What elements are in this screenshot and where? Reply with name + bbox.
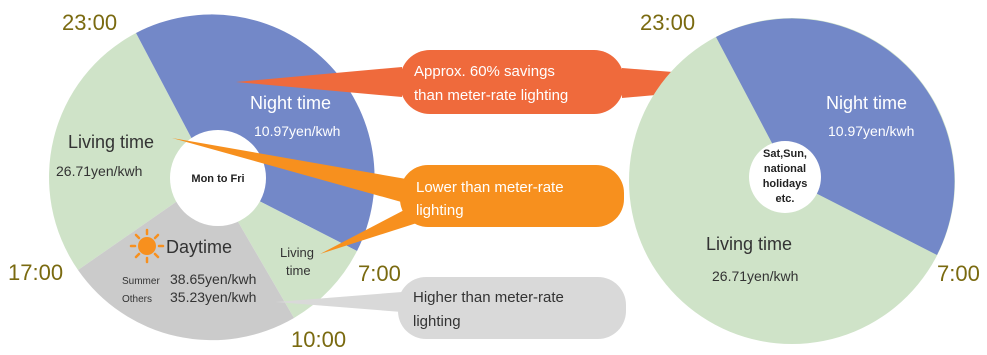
lower-bubble	[400, 165, 624, 227]
weekday-hour-17: 17:00	[8, 260, 63, 285]
lower-text-1: Lower than meter-rate	[416, 179, 564, 196]
weekday-daytime-label: Daytime	[166, 237, 232, 257]
savings-text-1: Approx. 60% savings	[414, 63, 555, 80]
weekday-night-sector	[136, 14, 375, 251]
higher-bubble	[398, 277, 626, 339]
weekday-living-evening-label: Living time	[68, 132, 154, 152]
lower-text-2: lighting	[416, 202, 464, 219]
weekend-night-rate: 10.97yen/kwh	[828, 123, 914, 139]
weekend-center-line-1: Sat,Sun,	[763, 148, 807, 160]
sun-icon	[129, 228, 165, 264]
higher-pointer	[276, 292, 402, 312]
weekday-living-evening-rate: 26.71yen/kwh	[56, 163, 142, 179]
weekday-daytime-sector	[78, 177, 294, 341]
weekday-others-label: Others	[122, 294, 152, 305]
weekday-hour-23: 23:00	[62, 10, 117, 35]
higher-text-1: Higher than meter-rate	[413, 289, 564, 306]
weekend-center-disc	[749, 141, 821, 213]
savings-pointer-left	[236, 67, 402, 97]
weekday-living-evening-sector	[49, 33, 212, 270]
weekday-night-label: Night time	[250, 93, 331, 113]
weekend-living-label: Living time	[706, 234, 792, 254]
weekday-center-label: Mon to Fri	[191, 173, 244, 185]
lower-callout: Lower than meter-rate lighting	[172, 138, 624, 254]
weekend-living-rate: 26.71yen/kwh	[712, 268, 798, 284]
weekend-center-line-3: holidays	[763, 178, 808, 190]
weekday-others-rate: 35.23yen/kwh	[170, 289, 256, 305]
higher-text-2: lighting	[413, 313, 461, 330]
weekend-dial: Sat,Sun, national holidays etc. 23:00 7:…	[629, 10, 980, 344]
weekday-hour-10: 10:00	[291, 327, 346, 352]
weekday-hour-7: 7:00	[358, 261, 401, 286]
weekend-night-sector	[716, 18, 955, 255]
weekday-summer-rate: 38.65yen/kwh	[170, 271, 256, 287]
weekend-center-line-4: etc.	[776, 193, 795, 205]
savings-bubble	[400, 50, 624, 114]
weekend-hour-7: 7:00	[937, 261, 980, 286]
higher-callout: Higher than meter-rate lighting	[276, 277, 626, 339]
weekday-living-morning-label-2: time	[286, 263, 311, 278]
lower-pointer-evening	[172, 138, 412, 203]
weekday-night-rate: 10.97yen/kwh	[254, 123, 340, 139]
weekend-night-label: Night time	[826, 93, 907, 113]
weekend-center-line-2: national	[764, 163, 806, 175]
weekend-hour-23: 23:00	[640, 10, 695, 35]
lower-pointer-morning	[320, 207, 420, 254]
weekday-living-morning-label-1: Living	[280, 245, 314, 260]
weekday-summer-label: Summer	[122, 276, 160, 287]
savings-text-2: than meter-rate lighting	[414, 87, 568, 104]
